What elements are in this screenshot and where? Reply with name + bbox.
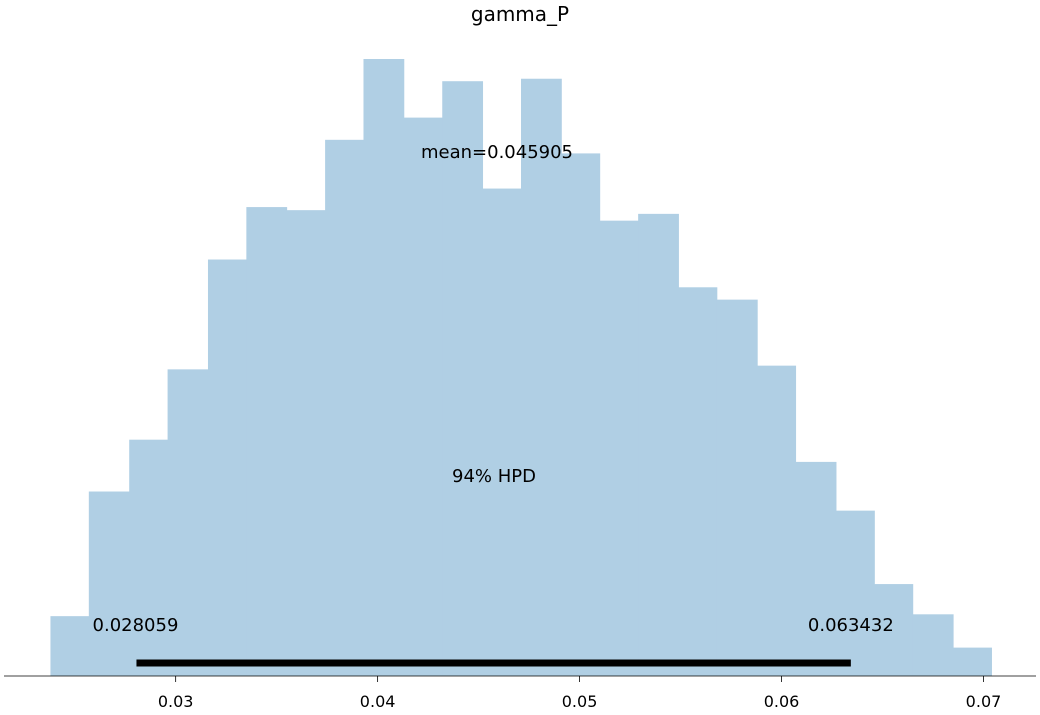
histogram-bar [757, 365, 797, 676]
histogram-bars [50, 59, 992, 677]
histogram-bar [88, 491, 130, 676]
chart-title: gamma_P [471, 2, 569, 26]
histogram-bar [246, 207, 288, 676]
histogram-bar [795, 461, 837, 676]
histogram-bar [953, 647, 992, 676]
histogram-bar [129, 439, 168, 676]
x-tick-label: 0.06 [764, 692, 800, 711]
histogram-bar [207, 259, 247, 676]
histogram-bar [836, 510, 875, 676]
histogram-bar [325, 139, 364, 676]
histogram-bar [442, 81, 484, 677]
x-tick-label: 0.07 [966, 692, 1002, 711]
x-tick-label: 0.03 [158, 692, 194, 711]
histogram-bar [50, 616, 90, 676]
histogram-bar [678, 287, 718, 676]
histogram-bar [363, 59, 405, 676]
histogram-bar [716, 299, 758, 676]
histogram-bar [638, 213, 679, 676]
hpd-label: 94% HPD [452, 466, 536, 487]
x-tick-label: 0.05 [562, 692, 598, 711]
histogram-bar [561, 153, 601, 676]
histogram-bar [874, 584, 914, 676]
x-axis-ticks: 0.03 0.04 0.05 0.06 0.07 [158, 676, 1001, 711]
histogram-bar [286, 210, 326, 677]
histogram-bar [599, 220, 639, 677]
hpd-high-label: 0.063432 [808, 615, 894, 636]
histogram-bar [403, 117, 443, 677]
hpd-low-label: 0.028059 [93, 615, 179, 636]
x-tick-label: 0.04 [360, 692, 396, 711]
histogram-bar [482, 188, 522, 676]
histogram-bar [521, 78, 562, 676]
histogram-bar [167, 369, 209, 676]
mean-annotation: mean=0.045905 [421, 142, 573, 163]
histogram-bar [912, 614, 954, 676]
